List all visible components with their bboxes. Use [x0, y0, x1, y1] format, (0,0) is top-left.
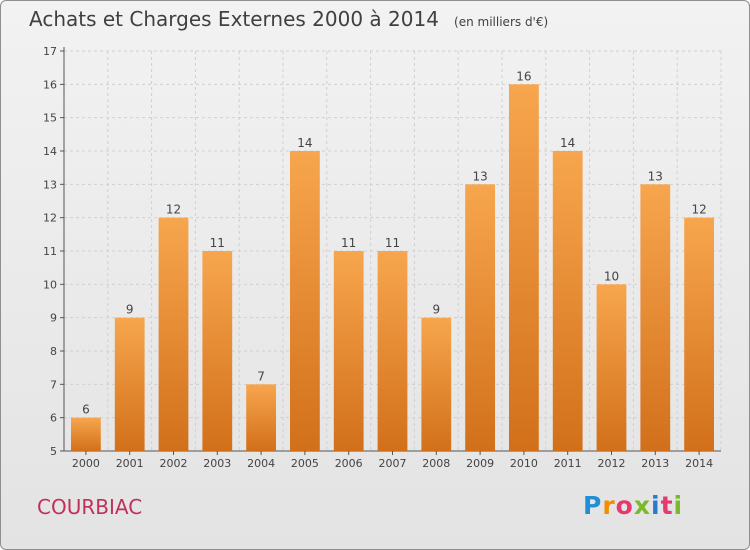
- bar-value-label: 13: [648, 169, 663, 183]
- y-tick-label: 14: [43, 145, 57, 158]
- bar: [684, 217, 714, 451]
- x-tick-label: 2008: [422, 457, 450, 470]
- bar: [246, 384, 276, 451]
- title-row: Achats et Charges Externes 2000 à 2014 (…: [29, 7, 548, 31]
- bar-value-label: 12: [166, 203, 181, 217]
- y-tick-label: 13: [43, 178, 57, 191]
- bar: [509, 84, 539, 451]
- bar-value-label: 6: [82, 403, 90, 417]
- bar: [640, 184, 671, 452]
- x-tick-label: 2007: [379, 457, 407, 470]
- x-tick-label: 2009: [466, 457, 494, 470]
- x-tick-label: 2014: [685, 457, 713, 470]
- labels: 5 6 7 8 9 10 11 12 13 14 15 16 17 6 2000 9 2001 12 2002 11 2…: [43, 45, 713, 470]
- bar-value-label: 11: [385, 236, 400, 250]
- y-tick-label: 7: [50, 378, 57, 391]
- y-tick-label: 17: [43, 45, 57, 58]
- y-tick-label: 11: [43, 245, 57, 258]
- bar-value-label: 12: [691, 203, 706, 217]
- bar-value-label: 11: [341, 236, 356, 250]
- bar: [333, 251, 364, 451]
- bar: [465, 184, 495, 452]
- bars: [71, 84, 714, 452]
- x-tick-label: 2003: [203, 457, 231, 470]
- x-tick-label: 2011: [554, 457, 582, 470]
- bar-value-label: 14: [297, 136, 312, 150]
- chart-unit: (en milliers d'€): [454, 15, 549, 29]
- proxiti-logo: Proxiti: [583, 491, 684, 520]
- x-tick-label: 2012: [598, 457, 626, 470]
- bar-value-label: 9: [126, 303, 134, 317]
- y-tick-label: 8: [50, 345, 57, 358]
- y-tick-label: 10: [43, 278, 57, 291]
- y-tick-label: 6: [50, 412, 57, 425]
- y-tick-label: 15: [43, 112, 57, 125]
- bar-value-label: 13: [472, 169, 487, 183]
- bar: [71, 417, 101, 451]
- y-tick-label: 5: [50, 445, 57, 458]
- bar-value-label: 11: [210, 236, 225, 250]
- bar: [202, 251, 233, 451]
- x-tick-label: 2002: [160, 457, 188, 470]
- y-tick-label: 12: [43, 212, 57, 225]
- bar: [377, 251, 408, 451]
- x-tick-label: 2013: [641, 457, 669, 470]
- bar: [158, 217, 189, 451]
- bar: [596, 284, 627, 451]
- x-tick-label: 2000: [72, 457, 100, 470]
- x-tick-label: 2005: [291, 457, 319, 470]
- x-tick-label: 2006: [335, 457, 363, 470]
- commune-name: COURBIAC: [37, 495, 143, 519]
- bar-value-label: 14: [560, 136, 575, 150]
- bar-value-label: 9: [432, 303, 440, 317]
- bar: [421, 317, 452, 451]
- bar-value-label: 16: [516, 69, 531, 83]
- x-tick-label: 2001: [116, 457, 144, 470]
- bar-value-label: 7: [257, 369, 265, 383]
- y-tick-label: 16: [43, 78, 57, 91]
- y-tick-label: 9: [50, 312, 57, 325]
- x-tick-label: 2004: [247, 457, 275, 470]
- bar-value-label: 10: [604, 269, 619, 283]
- chart-title: Achats et Charges Externes 2000 à 2014: [29, 7, 439, 31]
- bar: [290, 151, 320, 451]
- x-tick-label: 2010: [510, 457, 538, 470]
- bar: [552, 151, 583, 451]
- bar: [114, 317, 145, 451]
